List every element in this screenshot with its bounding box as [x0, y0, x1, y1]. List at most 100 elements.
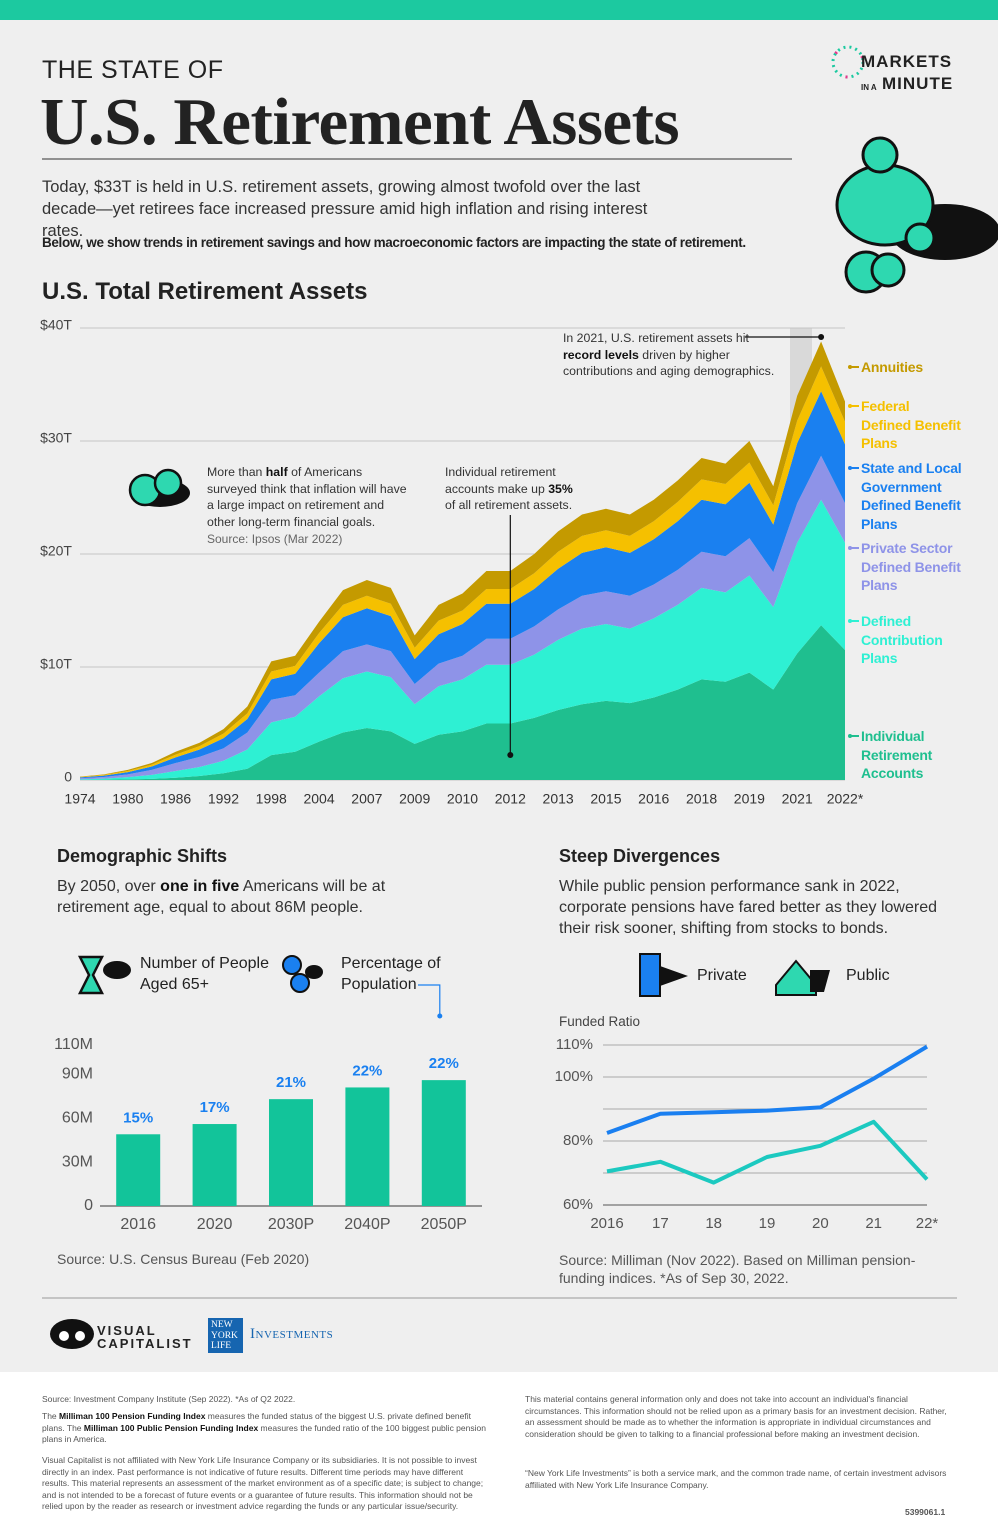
- area-segment: [80, 366, 845, 778]
- footer-text: “New York Life Investments” is both a se…: [525, 1468, 947, 1490]
- footer-band: [0, 1372, 998, 1536]
- bar-legend-icons: [77, 955, 323, 995]
- legend-label: Percentage of Population: [341, 955, 441, 993]
- emphasis: half: [265, 465, 288, 479]
- vc-logo-icon: [50, 1319, 94, 1349]
- x-tick-label: 2013: [543, 791, 574, 807]
- x-tick-label: 2016: [638, 791, 669, 807]
- emphasis: one in five: [160, 878, 240, 895]
- source: Source: U.S. Census Bureau (Feb 2020): [57, 1251, 310, 1267]
- bar: [345, 1087, 390, 1206]
- brand-text: LIFE: [211, 1341, 232, 1351]
- section-text: By 2050, over one in five Americans will…: [57, 876, 457, 918]
- legend-label: Defined Contribution Plans: [861, 613, 943, 666]
- annotation-dot: [818, 334, 825, 340]
- intro: Today, $33T is held in U.S. retirement a…: [42, 178, 648, 240]
- x-tick-label: 1992: [208, 791, 239, 807]
- area-segment: [80, 625, 845, 780]
- text-run: measures the funded status of the bigges…: [42, 1411, 471, 1433]
- x-tick-label: 21: [865, 1215, 882, 1232]
- brand-text: YORK: [211, 1330, 238, 1341]
- axis-label: Funded Ratio: [559, 1014, 641, 1029]
- area-segment: [80, 499, 845, 780]
- legend-dot: [848, 734, 852, 738]
- logo-text: IN A: [861, 83, 877, 92]
- emphasis: 35%: [548, 481, 573, 496]
- legend-label: Federal Defined Benefit Plans: [861, 398, 961, 451]
- footer-text: Source: Investment Company Institute (Se…: [42, 1394, 296, 1404]
- footer-text: This material contains general informati…: [525, 1394, 947, 1439]
- y-tick-label: 90M: [62, 1065, 93, 1082]
- emphasis: Milliman 100 Public Pension Funding Inde…: [83, 1422, 259, 1433]
- x-tick-label: 18: [705, 1215, 722, 1232]
- text-run: More than: [207, 465, 266, 479]
- y-tick-label: 30M: [62, 1153, 93, 1170]
- x-tick-label: 2018: [686, 791, 717, 807]
- x-tick-label: 2015: [590, 791, 621, 807]
- text-run: Individual retirement accounts make up: [445, 465, 556, 496]
- lead: Below, we show trends in retirement savi…: [42, 235, 746, 250]
- main-title: U.S. Retirement Assets: [40, 85, 680, 159]
- footer-text: The Milliman 100 Pension Funding Index m…: [42, 1411, 492, 1446]
- area-segment: [80, 391, 845, 779]
- x-tick-label: 22*: [916, 1215, 939, 1232]
- top-band: [0, 0, 998, 20]
- annotation-source: Source: Ipsos (Mar 2022): [207, 532, 343, 546]
- x-tick-label: 2020: [197, 1216, 233, 1233]
- x-tick-label: 2040P: [344, 1216, 390, 1233]
- value-label: 15%: [123, 1109, 153, 1126]
- section-heading: Steep Divergences: [559, 846, 721, 866]
- legend-label: Public: [846, 967, 890, 984]
- bar: [269, 1099, 313, 1206]
- area-segment: [80, 341, 845, 777]
- footer-text: Visual Capitalist is not affiliated with…: [42, 1455, 484, 1511]
- logo-text: MINUTE: [882, 74, 954, 93]
- x-tick-label: 19: [759, 1215, 776, 1232]
- brand-text: NEW: [211, 1320, 233, 1330]
- text-run: measures the funded ratio of the 100 big…: [42, 1422, 486, 1445]
- data-line: [606, 1044, 929, 1135]
- y-tick-label: $40T: [40, 317, 72, 333]
- text-run: The: [42, 1411, 60, 1421]
- chart-title: U.S. Total Retirement Assets: [42, 278, 368, 305]
- brand-text: VISUAL: [97, 1323, 157, 1338]
- value-label: 22%: [429, 1055, 459, 1072]
- x-tick-label: 1974: [64, 791, 95, 807]
- legend-dot: [437, 1013, 443, 1019]
- x-tick-label: 2030P: [268, 1216, 314, 1233]
- y-tick-label: $20T: [40, 543, 72, 559]
- x-tick-label: 2010: [447, 791, 478, 807]
- legend-dot: [848, 466, 852, 470]
- x-tick-label: 2009: [399, 791, 430, 807]
- legend-label: Private Sector Defined Benefit Plans: [861, 540, 961, 593]
- value-label: 21%: [276, 1074, 306, 1091]
- legend-label: State and Local Government Defined Benef…: [861, 460, 962, 532]
- text-run: driven by higher contributions and aging…: [563, 347, 775, 379]
- y-tick-label: 0: [64, 769, 72, 785]
- section-text: While public pension performance sank in…: [559, 878, 938, 937]
- y-tick-label: 60%: [563, 1196, 593, 1213]
- kicker: THE STATE OF: [42, 56, 224, 84]
- text-run: of all retirement assets.: [445, 498, 573, 512]
- text-run: In 2021, U.S. retirement assets hit: [563, 331, 749, 345]
- x-tick-label: 1980: [112, 791, 143, 807]
- x-tick-label: 2012: [495, 791, 526, 807]
- text-run: Americans will be at retirement age, equ…: [57, 878, 386, 916]
- bar: [192, 1124, 237, 1206]
- legend-label: Number of People Aged 65+: [140, 955, 269, 993]
- legend-connector: [418, 984, 441, 1016]
- brand-text: NEW YORK LIFE: [211, 1320, 238, 1352]
- text-run: By 2050, over: [57, 878, 161, 895]
- y-tick-label: $10T: [40, 656, 72, 672]
- annotation: More than half of Americans surveyed thi…: [207, 464, 407, 530]
- nyl-logo-box: [208, 1318, 243, 1353]
- piggy-bank-icon: [835, 136, 998, 294]
- value-label: 22%: [352, 1062, 382, 1079]
- brand-text: CAPITALIST: [97, 1336, 193, 1351]
- legend-dot: [848, 404, 852, 408]
- legend-label: Private: [697, 967, 747, 984]
- legend-dot: [848, 365, 852, 369]
- section-heading: Demographic Shifts: [57, 846, 228, 866]
